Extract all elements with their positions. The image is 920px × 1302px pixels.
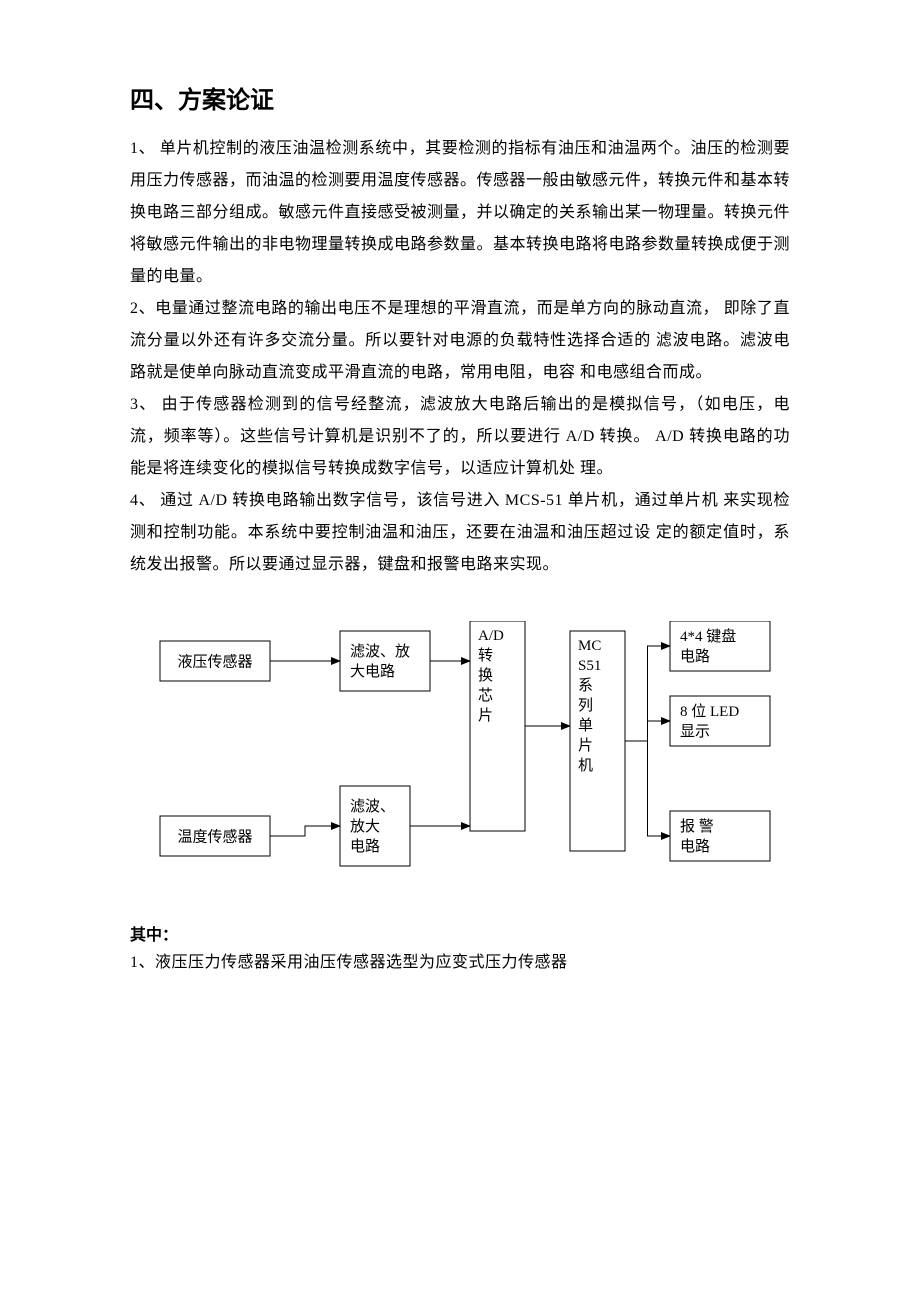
svg-text:片: 片 bbox=[478, 707, 493, 724]
svg-text:温度传感器: 温度传感器 bbox=[177, 829, 252, 846]
svg-text:电路: 电路 bbox=[680, 838, 710, 855]
node-filter_amp_2: 滤波、放大电路 bbox=[340, 786, 410, 866]
svg-text:放大: 放大 bbox=[350, 818, 380, 835]
section-heading: 四、方案论证 bbox=[130, 80, 790, 115]
node-temp_sensor: 温度传感器 bbox=[160, 816, 270, 856]
svg-text:列: 列 bbox=[578, 697, 593, 714]
svg-text:A/D: A/D bbox=[478, 628, 504, 644]
edge-mcu-alarm bbox=[625, 741, 670, 836]
svg-text:滤波、: 滤波、 bbox=[350, 798, 395, 815]
document-page: 四、方案论证 1、 单片机控制的液压油温检测系统中，其要检测的指标有油压和油温两… bbox=[0, 0, 920, 1039]
svg-text:电路: 电路 bbox=[350, 838, 380, 855]
node-keypad: 4*4 键盘电路 bbox=[670, 621, 770, 671]
edge-temp_sensor-filter_amp_2 bbox=[270, 826, 340, 836]
svg-text:液压传感器: 液压传感器 bbox=[177, 654, 252, 671]
svg-text:单: 单 bbox=[578, 717, 593, 734]
paragraph-3: 3、 由于传感器检测到的信号经整流，滤波放大电路后输出的是模拟信号，（如电压，电… bbox=[130, 389, 790, 485]
node-led: 8 位 LED 显示 bbox=[670, 696, 770, 746]
svg-text:换: 换 bbox=[478, 667, 493, 684]
svg-text:MC: MC bbox=[578, 638, 601, 654]
svg-text:芯: 芯 bbox=[478, 687, 493, 704]
paragraph-4: 4、 通过 A/D 转换电路输出数字信号，该信号进入 MCS-51 单片机，通过… bbox=[130, 485, 790, 581]
svg-text:片: 片 bbox=[578, 737, 593, 754]
svg-text:转: 转 bbox=[478, 647, 493, 664]
node-ad_chip: A/D 转换芯片 bbox=[470, 621, 525, 831]
block-diagram: 液压传感器滤波、放大电路A/D转换芯片MCS51系列单片机温度传感器滤波、放大电… bbox=[130, 621, 790, 881]
node-alarm: 报 警电路 bbox=[670, 811, 770, 861]
node-filter_amp_1: 滤波、放大电路 bbox=[340, 631, 430, 691]
svg-text:4*4 键盘: 4*4 键盘 bbox=[680, 627, 736, 645]
svg-text:8 位 LED: 8 位 LED bbox=[680, 703, 739, 720]
flowchart-svg: 液压传感器滤波、放大电路A/D转换芯片MCS51系列单片机温度传感器滤波、放大电… bbox=[130, 621, 790, 881]
svg-text:显示: 显示 bbox=[680, 724, 710, 740]
svg-text:系: 系 bbox=[578, 677, 593, 694]
footer-heading: 其中： bbox=[130, 921, 790, 945]
footer-line-1: 1、液压压力传感器采用油压传感器选型为应变式压力传感器 bbox=[130, 947, 790, 979]
svg-text:大电路: 大电路 bbox=[350, 663, 395, 680]
svg-text:电路: 电路 bbox=[680, 648, 710, 665]
node-pressure_sensor: 液压传感器 bbox=[160, 641, 270, 681]
svg-text:S51: S51 bbox=[578, 658, 601, 674]
svg-text:机: 机 bbox=[578, 757, 593, 774]
paragraph-1: 1、 单片机控制的液压油温检测系统中，其要检测的指标有油压和油温两个。油压的检测… bbox=[130, 133, 790, 293]
paragraph-2: 2、电量通过整流电路的输出电压不是理想的平滑直流，而是单方向的脉动直流， 即除了… bbox=[130, 293, 790, 389]
svg-text:报 警: 报 警 bbox=[680, 818, 714, 835]
svg-text:滤波、放: 滤波、放 bbox=[350, 643, 410, 660]
edge-mcu-led bbox=[625, 721, 670, 741]
node-mcu: MC S51 系列单片机 bbox=[570, 631, 625, 851]
